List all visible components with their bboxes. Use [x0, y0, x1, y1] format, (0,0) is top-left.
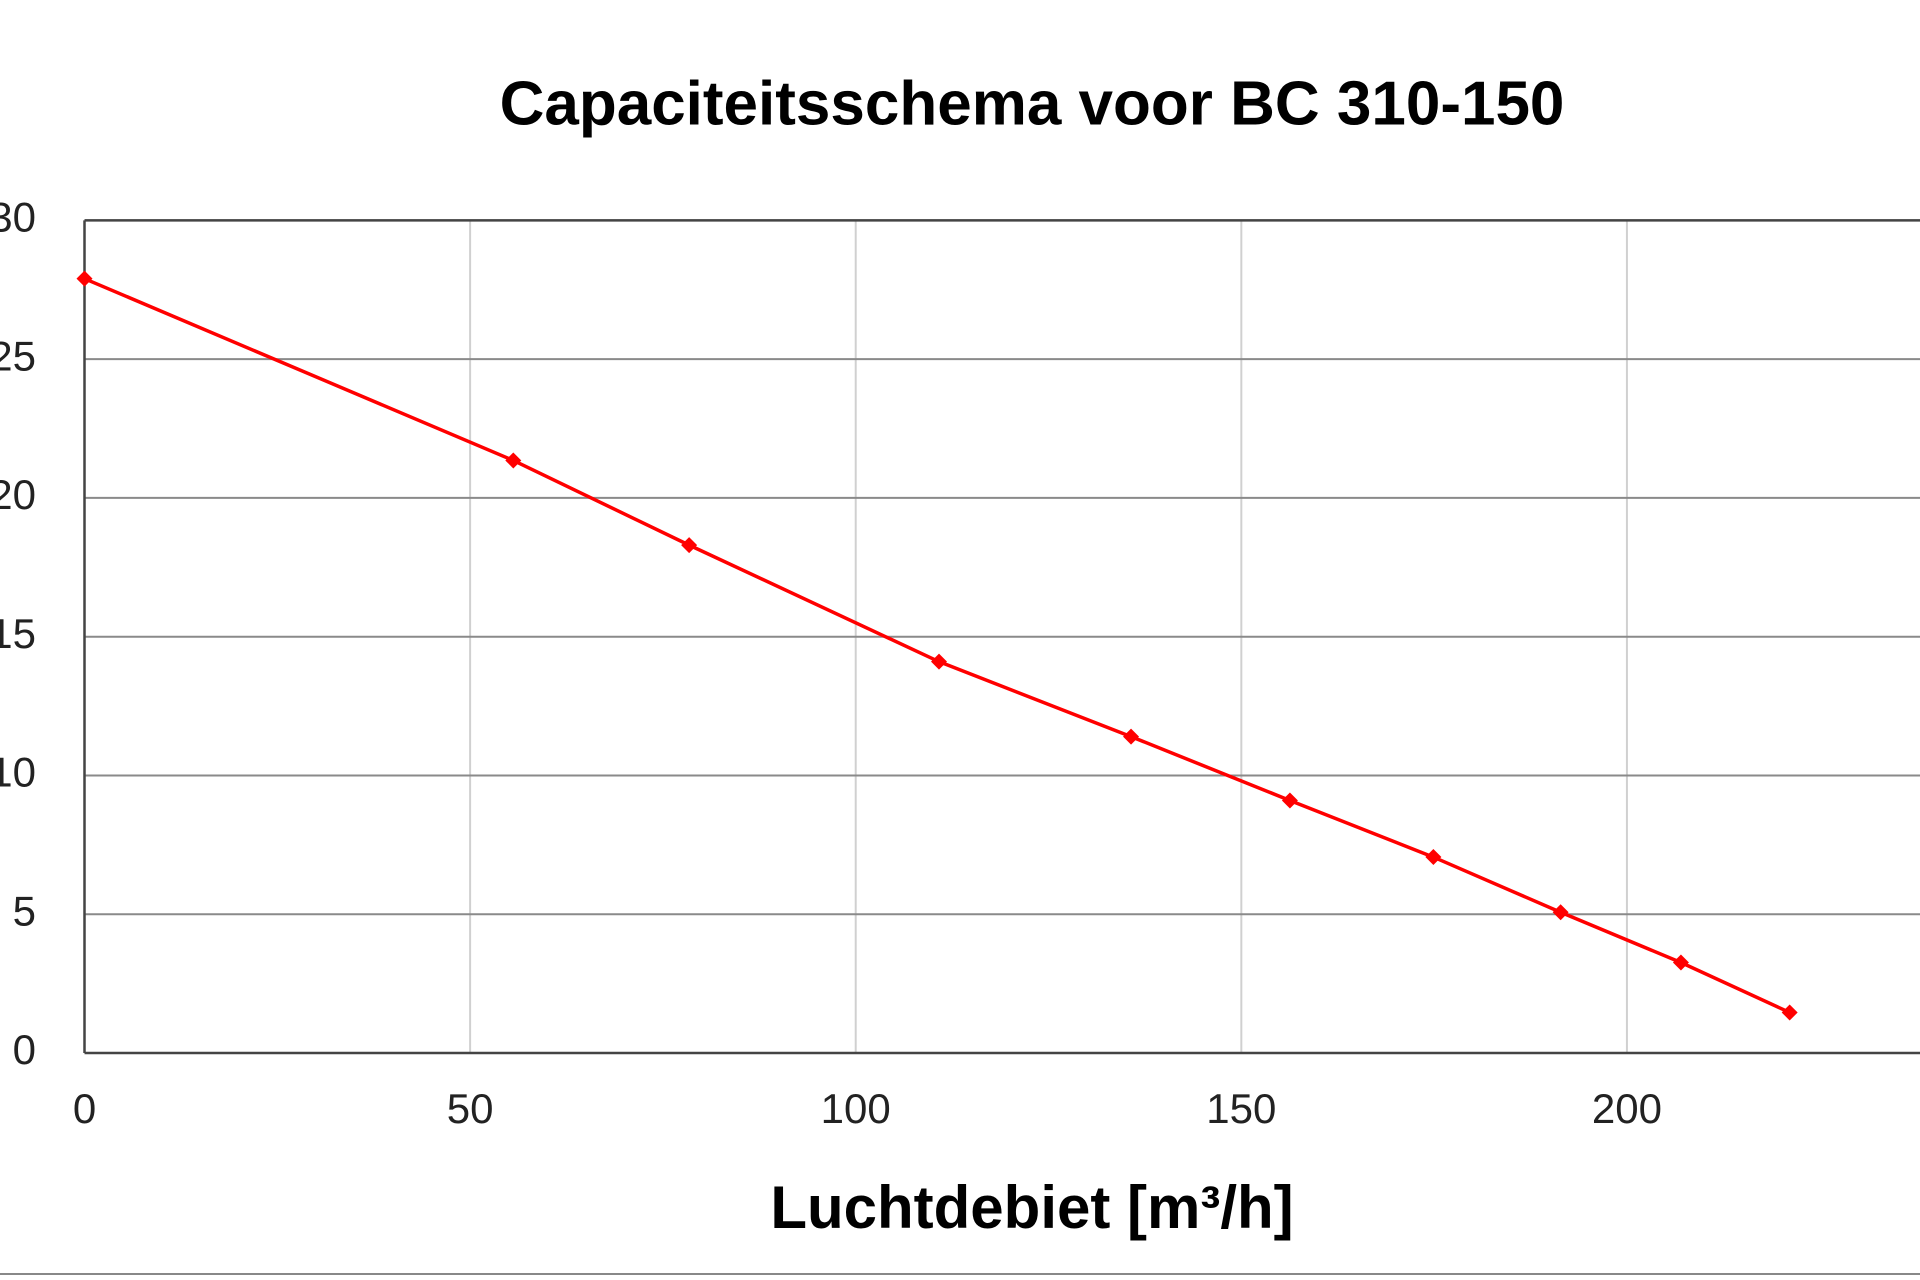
data-point — [1123, 728, 1140, 745]
y-tick-label: 20 — [0, 471, 36, 518]
x-tick-label: 200 — [1592, 1085, 1662, 1132]
data-point — [1425, 849, 1442, 866]
x-tick-label: 150 — [1206, 1085, 1276, 1132]
y-tick-label: 30 — [0, 193, 36, 240]
y-tick-label: 5 — [13, 887, 36, 934]
x-axis-label: Luchtdebiet [m³/h] — [770, 1174, 1293, 1241]
data-line — [83, 277, 1791, 1015]
y-tick-label: 0 — [13, 1026, 36, 1073]
data-point — [505, 452, 522, 469]
data-point — [931, 653, 948, 670]
data-point — [681, 537, 698, 554]
chart-title: Capaciteitsschema voor BC 310-150 — [500, 69, 1565, 138]
y-tick-label: 25 — [0, 332, 36, 379]
x-tick-label: 0 — [73, 1085, 96, 1132]
x-tick-label: 100 — [821, 1085, 891, 1132]
data-point — [1281, 792, 1298, 809]
data-point — [1672, 954, 1689, 971]
y-tick-label: 15 — [0, 610, 36, 657]
data-point — [1781, 1004, 1798, 1021]
data-point — [76, 270, 93, 287]
data-point — [1552, 904, 1569, 921]
y-tick-label: 10 — [0, 749, 36, 796]
x-tick-label: 50 — [447, 1085, 494, 1132]
